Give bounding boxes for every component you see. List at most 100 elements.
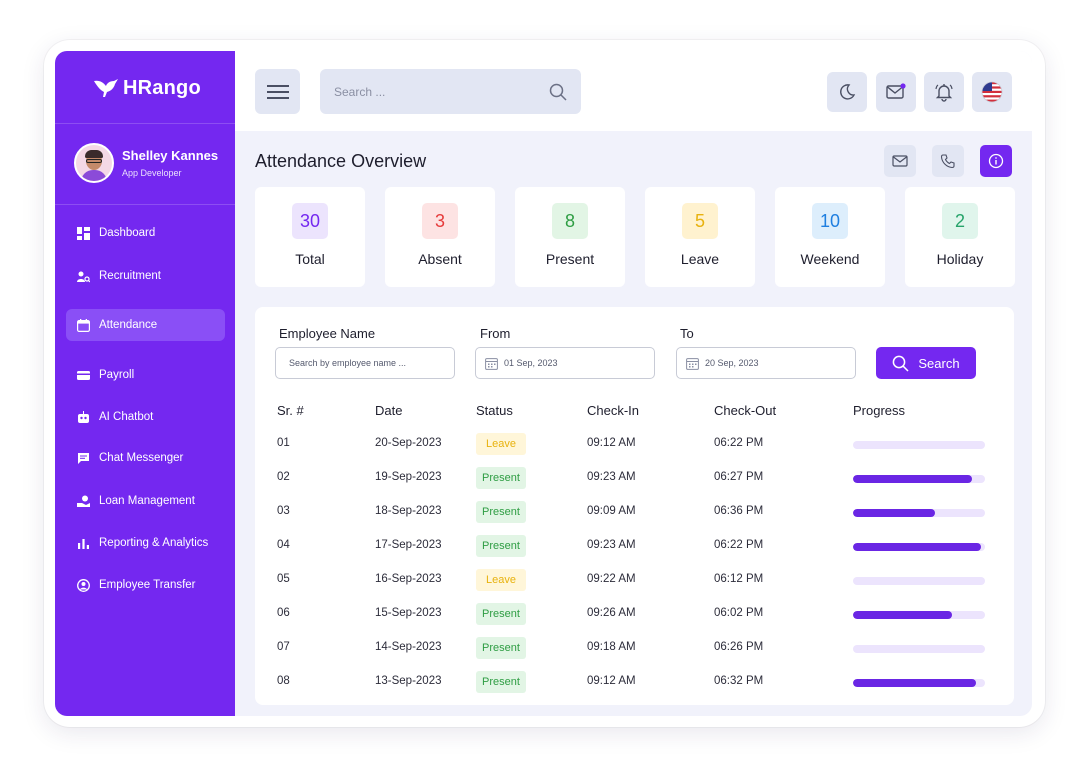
employee-search-field[interactable]: Search by employee name ...	[275, 347, 455, 379]
stat-card-absent[interactable]: 3 Absent	[385, 187, 495, 287]
page-title: Attendance Overview	[255, 151, 427, 171]
row-sr: 06	[277, 607, 290, 619]
stat-card-holiday[interactable]: 2 Holiday	[905, 187, 1015, 287]
us-flag-icon	[981, 81, 1003, 103]
row-check-in: 09:12 AM	[587, 675, 636, 687]
info-icon	[988, 153, 1004, 169]
profile-name: Shelley Kannes	[122, 148, 219, 163]
search-icon	[893, 355, 909, 372]
progress-bar	[853, 509, 985, 517]
employee-name-label: Employee Name	[279, 326, 376, 341]
from-label: From	[480, 326, 511, 341]
progress-bar	[853, 475, 985, 483]
sidebar-item-dashboard[interactable]: Dashboard	[66, 217, 225, 249]
avatar	[74, 143, 114, 183]
stat-card-present[interactable]: 8 Present	[515, 187, 625, 287]
logo[interactable]: HRango	[93, 73, 201, 103]
status-badge: Present	[476, 501, 526, 523]
sidebar-item-label: Employee Transfer	[99, 579, 196, 591]
row-check-in: 09:18 AM	[587, 641, 636, 653]
progress-bar	[853, 543, 985, 551]
row-check-out: 06:26 PM	[714, 641, 764, 653]
sidebar-item-attendance[interactable]: Attendance	[66, 309, 225, 341]
sidebar-item-employee-transfer[interactable]: Employee Transfer	[66, 569, 225, 601]
dashboard-icon	[77, 226, 90, 240]
sidebar-item-loan-management[interactable]: Loan Management	[66, 485, 225, 517]
row-date: 19-Sep-2023	[375, 471, 442, 483]
stat-label: Weekend	[800, 251, 860, 267]
row-sr: 03	[277, 505, 290, 517]
email-action-button[interactable]	[884, 145, 916, 177]
stat-label: Total	[295, 251, 325, 267]
row-check-in: 09:23 AM	[587, 539, 636, 551]
sidebar-item-label: Attendance	[99, 319, 158, 331]
sidebar-item-reporting-analytics[interactable]: Reporting & Analytics	[66, 527, 225, 559]
stat-value: 8	[552, 203, 588, 239]
menu-button[interactable]	[255, 69, 300, 114]
sidebar-divider	[55, 123, 235, 124]
sidebar-item-label: Reporting & Analytics	[99, 537, 209, 549]
user-profile[interactable]: Shelley Kannes App Developer	[74, 143, 218, 183]
logo-text: HRango	[123, 76, 201, 99]
sidebar-item-label: Chat Messenger	[99, 452, 184, 464]
row-check-out: 06:12 PM	[714, 573, 764, 585]
progress-bar	[853, 645, 985, 653]
search-input[interactable]: Search ...	[320, 69, 581, 114]
messages-button[interactable]	[876, 72, 916, 112]
progress-fill	[853, 611, 952, 619]
sidebar: HRango Shelley Kannes App Developer Dash…	[55, 51, 235, 716]
sidebar-item-label: Loan Management	[99, 495, 195, 507]
progress-bar	[853, 441, 985, 449]
stat-value: 3	[422, 203, 458, 239]
status-badge: Present	[476, 637, 526, 659]
row-check-out: 06:22 PM	[714, 437, 764, 449]
row-sr: 04	[277, 539, 290, 551]
progress-fill	[853, 543, 982, 551]
row-date: 16-Sep-2023	[375, 573, 442, 585]
row-check-in: 09:26 AM	[587, 607, 636, 619]
row-date: 18-Sep-2023	[375, 505, 442, 517]
pegasus-logo-icon	[94, 79, 118, 97]
search-button[interactable]: Search	[876, 347, 976, 379]
info-action-button[interactable]	[980, 145, 1012, 177]
status-badge: Present	[476, 467, 526, 489]
app-window: HRango Shelley Kannes App Developer Dash…	[55, 51, 1032, 716]
column-header-status: Status	[476, 403, 513, 418]
row-check-out: 06:02 PM	[714, 607, 764, 619]
stat-card-weekend[interactable]: 10 Weekend	[775, 187, 885, 287]
stat-value: 5	[682, 203, 718, 239]
stat-card-leave[interactable]: 5 Leave	[645, 187, 755, 287]
row-check-in: 09:12 AM	[587, 437, 636, 449]
from-date-field[interactable]: 01 Sep, 2023	[475, 347, 655, 379]
search-icon	[549, 83, 567, 101]
progress-bar	[853, 679, 985, 687]
notifications-button[interactable]	[924, 72, 964, 112]
progress-fill	[853, 679, 976, 687]
sidebar-item-recruitment[interactable]: Recruitment	[66, 260, 225, 292]
sidebar-item-payroll[interactable]: Payroll	[66, 359, 225, 391]
to-label: To	[680, 326, 694, 341]
transfer-icon	[77, 578, 90, 592]
sidebar-item-label: Dashboard	[99, 227, 156, 239]
stat-value: 10	[812, 203, 848, 239]
phone-icon	[940, 154, 955, 169]
call-action-button[interactable]	[932, 145, 964, 177]
stat-card-total[interactable]: 30 Total	[255, 187, 365, 287]
from-date-value: 01 Sep, 2023	[504, 358, 558, 368]
progress-bar	[853, 611, 985, 619]
top-header: Search ...	[235, 51, 1032, 131]
recruitment-icon	[77, 270, 90, 283]
to-date-field[interactable]: 20 Sep, 2023	[676, 347, 856, 379]
row-sr: 01	[277, 437, 290, 449]
profile-role: App Developer	[122, 168, 182, 178]
sidebar-item-ai-chatbot[interactable]: AI Chatbot	[66, 401, 225, 433]
language-button[interactable]	[972, 72, 1012, 112]
stat-value: 2	[942, 203, 978, 239]
sidebar-item-chat-messenger[interactable]: Chat Messenger	[66, 442, 225, 474]
row-sr: 08	[277, 675, 290, 687]
dark-mode-button[interactable]	[827, 72, 867, 112]
status-badge: Present	[476, 535, 526, 557]
search-button-label: Search	[918, 355, 960, 371]
robot-icon	[77, 410, 90, 424]
status-badge: Present	[476, 671, 526, 693]
